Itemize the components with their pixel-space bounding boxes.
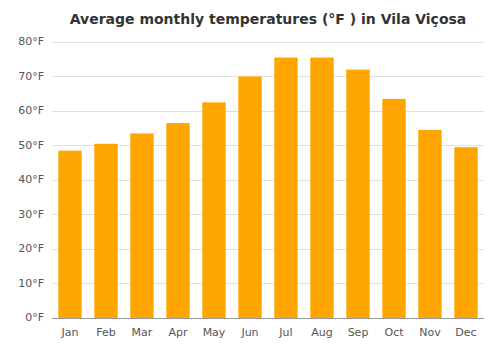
x-tick-label: Feb <box>96 326 115 339</box>
bar <box>58 151 81 318</box>
x-axis: Jan Feb Mar Apr May Jun Jul Aug Sep Oct Nov Dec <box>61 326 477 339</box>
y-tick-label: 10°F <box>18 277 44 290</box>
y-tick-label: 80°F <box>18 35 44 48</box>
x-tick-label: Jun <box>240 326 258 339</box>
bar <box>202 102 225 318</box>
y-tick-label: 50°F <box>18 139 44 152</box>
x-tick-label: Sep <box>348 326 369 339</box>
grid-line <box>52 76 484 77</box>
y-tick-label: 0°F <box>25 311 44 324</box>
bar <box>94 144 117 318</box>
y-tick-label: 60°F <box>18 104 44 117</box>
bar <box>130 133 153 318</box>
y-tick-label: 70°F <box>18 70 44 83</box>
bar <box>310 58 333 318</box>
y-tick-label: 30°F <box>18 208 44 221</box>
x-tick-label: Aug <box>311 326 332 339</box>
x-tick-label: Dec <box>455 326 476 339</box>
grid-line <box>52 318 484 319</box>
grid-line <box>52 42 484 43</box>
chart-container: Average monthly temperatures (°F ) in Vi… <box>0 0 500 350</box>
chart: Average monthly temperatures (°F ) in Vi… <box>0 0 500 350</box>
x-tick-label: Mar <box>132 326 153 339</box>
bars <box>58 58 477 318</box>
grid-line <box>52 111 484 112</box>
bar <box>382 99 405 318</box>
bar <box>166 123 189 318</box>
title: Average monthly temperatures (°F ) in Vi… <box>70 11 467 27</box>
x-tick-label: Apr <box>168 326 188 339</box>
x-tick-label: Jan <box>61 326 79 339</box>
bar <box>454 147 477 318</box>
y-tick-label: 40°F <box>18 173 44 186</box>
y-axis: 0°F 10°F 20°F 30°F 40°F 50°F 60°F 70°F 80°F <box>18 35 484 324</box>
x-tick-label: Oct <box>384 326 404 339</box>
bar <box>274 58 297 318</box>
x-axis-line <box>52 318 484 319</box>
x-tick-label: Jul <box>278 326 292 339</box>
x-tick-label: May <box>203 326 226 339</box>
x-tick-label: Nov <box>419 326 441 339</box>
bar <box>238 77 261 319</box>
bar <box>418 130 441 318</box>
bar <box>346 70 369 318</box>
y-tick-label: 20°F <box>18 242 44 255</box>
